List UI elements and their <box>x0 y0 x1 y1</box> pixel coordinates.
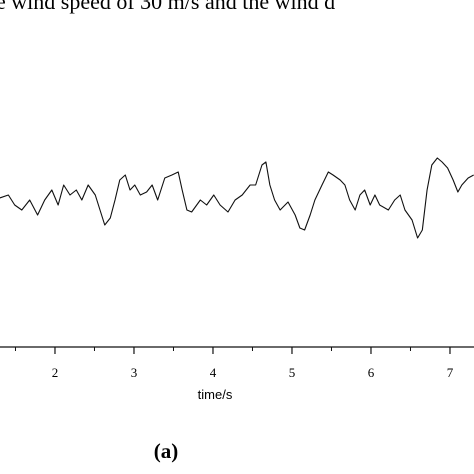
x-tick-label: 3 <box>131 365 138 380</box>
x-tick-label: 7 <box>447 365 454 380</box>
x-tick-label: 5 <box>289 365 296 380</box>
x-tick-label: 2 <box>52 365 59 380</box>
x-axis-label: time/s <box>198 387 233 402</box>
chart-title: e wind speed of 30 m/s and the wind d <box>0 0 335 14</box>
x-tick-label: 6 <box>368 365 375 380</box>
signal-line <box>0 157 474 239</box>
caption: (a) <box>154 439 179 463</box>
x-tick-label: 4 <box>210 365 217 380</box>
